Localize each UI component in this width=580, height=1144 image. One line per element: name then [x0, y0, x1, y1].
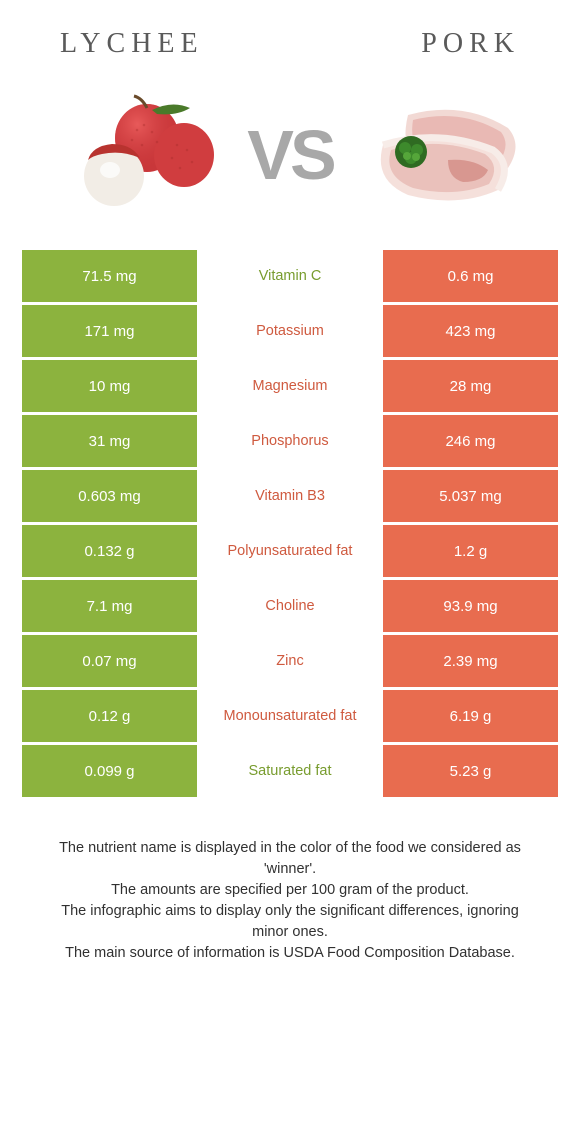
- right-value: 2.39 mg: [383, 635, 558, 687]
- nutrient-label: Choline: [197, 580, 383, 632]
- title-right: Pork: [421, 28, 520, 60]
- table-row: 0.132 gPolyunsaturated fat1.2 g: [22, 525, 558, 577]
- right-value: 1.2 g: [383, 525, 558, 577]
- table-row: 7.1 mgCholine93.9 mg: [22, 580, 558, 632]
- footer-line: The amounts are specified per 100 gram o…: [44, 880, 536, 901]
- nutrient-label: Zinc: [197, 635, 383, 687]
- right-value: 5.037 mg: [383, 470, 558, 522]
- nutrient-label: Polyunsaturated fat: [197, 525, 383, 577]
- pork-image: [353, 90, 528, 220]
- left-value: 0.07 mg: [22, 635, 197, 687]
- right-value: 5.23 g: [383, 745, 558, 797]
- nutrient-table: 71.5 mgVitamin C0.6 mg171 mgPotassium423…: [22, 250, 558, 797]
- left-value: 0.12 g: [22, 690, 197, 742]
- right-value: 0.6 mg: [383, 250, 558, 302]
- right-value: 6.19 g: [383, 690, 558, 742]
- nutrient-label: Saturated fat: [197, 745, 383, 797]
- table-row: 31 mgPhosphorus246 mg: [22, 415, 558, 467]
- left-value: 10 mg: [22, 360, 197, 412]
- nutrient-label: Vitamin B3: [197, 470, 383, 522]
- right-value: 28 mg: [383, 360, 558, 412]
- table-row: 0.07 mgZinc2.39 mg: [22, 635, 558, 687]
- right-value: 246 mg: [383, 415, 558, 467]
- nutrient-label: Potassium: [197, 305, 383, 357]
- footer-notes: The nutrient name is displayed in the co…: [0, 800, 580, 964]
- vs-label: VS: [247, 115, 332, 195]
- table-row: 0.603 mgVitamin B35.037 mg: [22, 470, 558, 522]
- right-value: 93.9 mg: [383, 580, 558, 632]
- nutrient-label: Phosphorus: [197, 415, 383, 467]
- image-row: VS: [0, 70, 580, 250]
- right-value: 423 mg: [383, 305, 558, 357]
- left-value: 31 mg: [22, 415, 197, 467]
- footer-line: The infographic aims to display only the…: [44, 901, 536, 943]
- table-row: 71.5 mgVitamin C0.6 mg: [22, 250, 558, 302]
- left-value: 71.5 mg: [22, 250, 197, 302]
- footer-line: The nutrient name is displayed in the co…: [44, 838, 536, 880]
- nutrient-label: Monounsaturated fat: [197, 690, 383, 742]
- nutrient-label: Vitamin C: [197, 250, 383, 302]
- table-row: 0.12 gMonounsaturated fat6.19 g: [22, 690, 558, 742]
- left-value: 0.603 mg: [22, 470, 197, 522]
- left-value: 171 mg: [22, 305, 197, 357]
- lychee-image: [52, 90, 227, 220]
- table-row: 10 mgMagnesium28 mg: [22, 360, 558, 412]
- left-value: 0.132 g: [22, 525, 197, 577]
- title-left: Lychee: [60, 28, 204, 60]
- header: Lychee Pork: [0, 0, 580, 70]
- table-row: 0.099 gSaturated fat5.23 g: [22, 745, 558, 797]
- left-value: 0.099 g: [22, 745, 197, 797]
- left-value: 7.1 mg: [22, 580, 197, 632]
- nutrient-label: Magnesium: [197, 360, 383, 412]
- table-row: 171 mgPotassium423 mg: [22, 305, 558, 357]
- footer-line: The main source of information is USDA F…: [44, 943, 536, 964]
